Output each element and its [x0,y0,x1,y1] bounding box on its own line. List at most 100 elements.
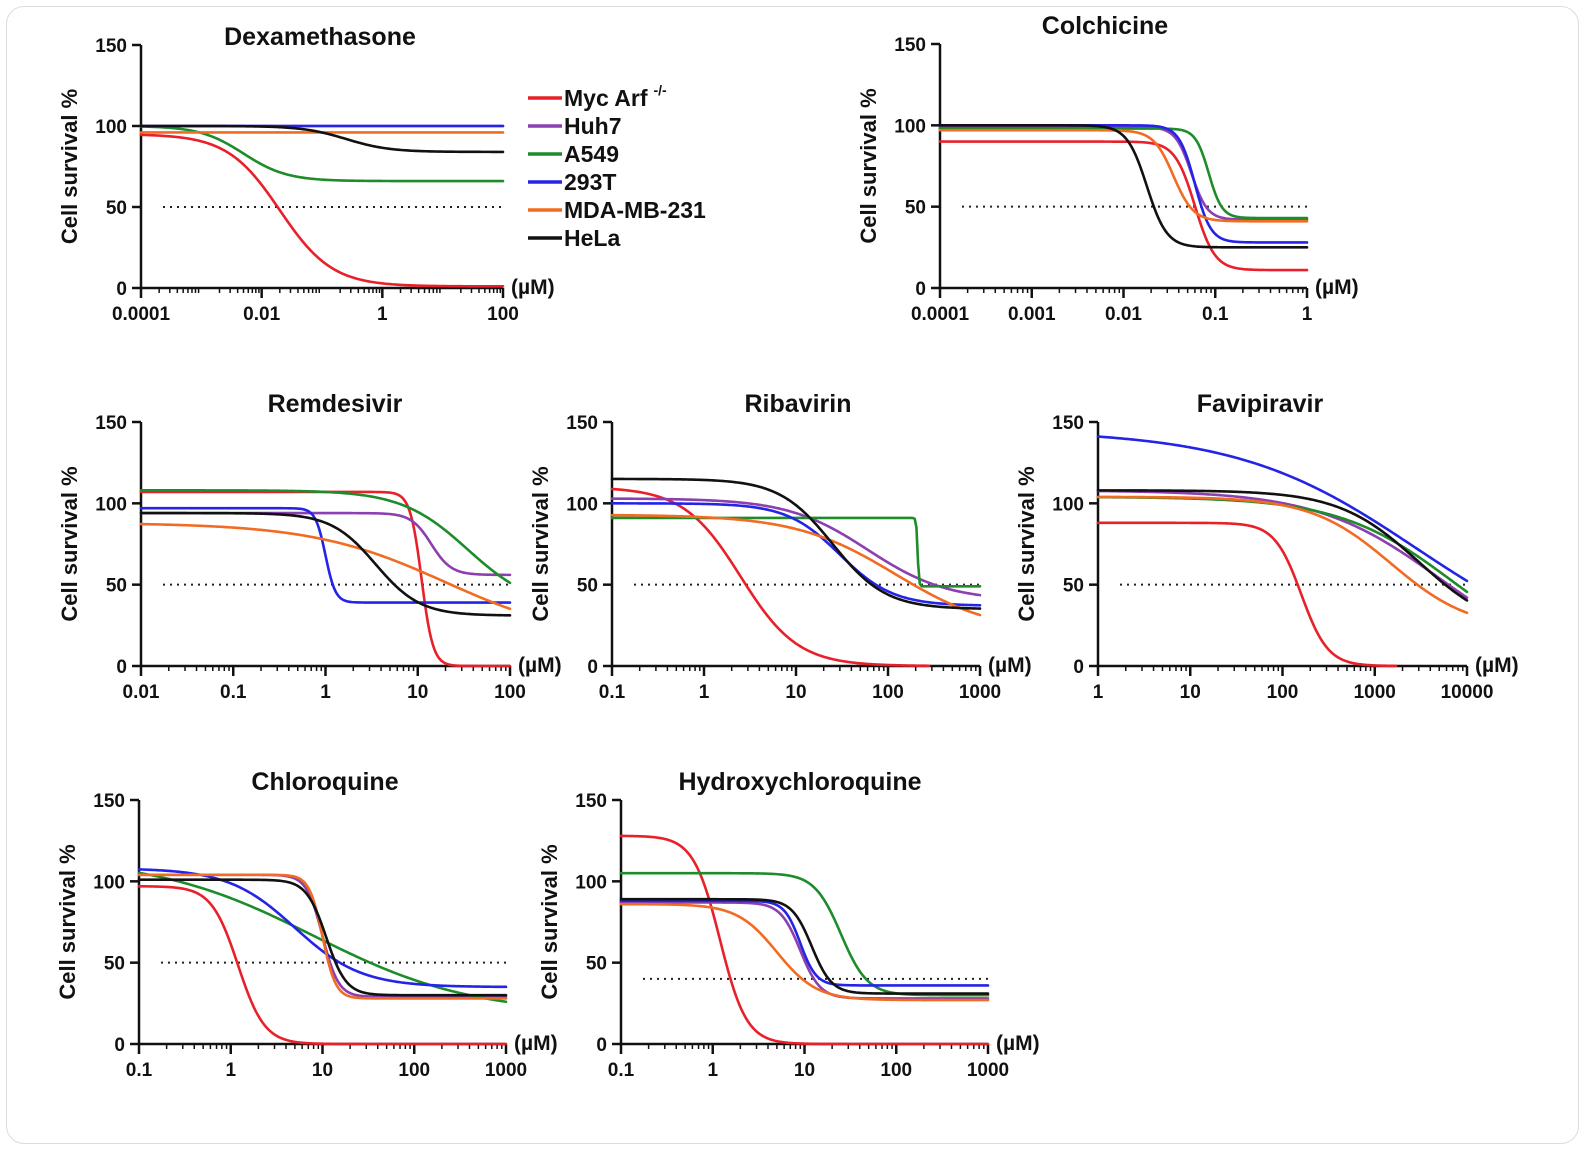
legend-label: 293T [564,169,616,195]
curve-a549 [139,489,512,585]
curve-huh7 [610,497,982,597]
x-tick-label: 100 [872,682,904,703]
y-tick-label: 0 [1073,657,1084,678]
x-tick-label: 0.01 [123,682,160,703]
x-tick-label: 10 [1180,682,1201,703]
x-unit-label: (µM) [1315,276,1359,299]
y-tick-label: 0 [116,279,127,300]
chart-ribavirin: Ribavirin 0 50 100 150 0.1 1 10 100 1000 (µM) Cell … [528,390,1032,703]
x-tick-label: 0.1 [608,1060,635,1081]
legend-item-hela: HeLa [528,225,620,251]
y-tick-label: 150 [566,413,598,434]
x-tick-label: 10 [407,682,428,703]
chart-title: Ribavirin [745,390,852,418]
x-tick-label: 100 [494,682,526,703]
curve-mda-mb-231 [137,873,508,1000]
x-tick-label: 0.01 [1105,304,1142,325]
curve-293t [610,502,982,607]
y-tick-label: 100 [93,872,125,893]
legend-label: HeLa [564,225,620,251]
curve-a549 [619,871,990,997]
chart-remdesivir: Remdesivir 0 50 100 150 0.01 0.1 1 10 100 (µM) Cell… [57,390,562,703]
x-tick-label: 0.001 [1008,304,1056,325]
y-tick-label: 0 [587,657,598,678]
legend-item-mda-mb-231: MDA-MB-231 [528,197,706,223]
x-tick-label: 1000 [959,682,1001,703]
y-tick-label: 0 [915,279,926,300]
x-tick-label: 1 [699,682,710,703]
curve-293t [1096,435,1469,583]
x-tick-label: 1 [225,1060,236,1081]
curve-myc-arf [139,133,505,288]
x-tick-label: 0.1 [1202,304,1229,325]
curve-hela [137,878,508,997]
chart-title: Dexamethasone [224,23,416,51]
y-axis-title: Cell survival % [55,844,80,999]
y-tick-label: 0 [114,1035,125,1056]
x-tick-label: 100 [398,1060,430,1081]
x-tick-label: 100 [880,1060,912,1081]
x-tick-label: 1000 [485,1060,527,1081]
legend-label: MDA-MB-231 [564,197,706,223]
x-tick-label: 0.0001 [911,304,970,325]
curve-myc-arf [938,140,1309,272]
chart-title: Remdesivir [268,390,403,418]
x-tick-label: 1 [1093,682,1104,703]
y-tick-label: 50 [106,198,127,219]
y-axis-title: Cell survival % [537,844,562,999]
y-axis-title: Cell survival % [528,466,553,621]
x-unit-label: (µM) [996,1032,1040,1055]
legend-superscript: -/- [654,82,668,98]
curve-hela [619,897,990,995]
y-axis-title: Cell survival % [856,88,881,243]
x-tick-label: 0.0001 [112,304,171,325]
y-tick-label: 100 [95,494,127,515]
y-axis-title: Cell survival % [57,89,82,244]
chart-chloroquine: Chloroquine 0 50 100 150 0.1 1 10 100 1000 (µM) Cel… [55,768,558,1081]
y-tick-label: 50 [106,576,127,597]
curve-a549 [610,516,982,588]
curve-293t [139,506,512,604]
x-tick-label: 100 [1267,682,1299,703]
legend-label: Huh7 [564,113,622,139]
x-unit-label: (µM) [511,276,555,299]
curve-hela [610,477,982,610]
chart-title: Chloroquine [251,768,398,796]
curve-huh7 [1096,489,1469,599]
y-tick-label: 50 [104,954,125,975]
curve-mda-mb-231 [139,522,512,611]
x-unit-label: (µM) [1475,654,1519,677]
y-tick-label: 150 [95,413,127,434]
curve-hela [938,124,1309,249]
curve-myc-arf [1096,521,1398,668]
curve-mda-mb-231 [1096,495,1469,615]
x-tick-label: 10 [312,1060,333,1081]
y-tick-label: 150 [1052,413,1084,434]
x-tick-label: 1 [377,304,388,325]
y-tick-label: 50 [586,954,607,975]
curve-mda-mb-231 [610,513,982,617]
x-tick-label: 0.1 [220,682,247,703]
y-tick-label: 100 [1052,494,1084,515]
chart-hydroxychloroquine: Hydroxychloroquine 0 50 100 150 0.1 1 10 100 1000… [537,768,1040,1081]
chart-title: Hydroxychloroquine [678,768,921,796]
x-unit-label: (µM) [518,654,562,677]
x-tick-label: 1 [320,682,331,703]
y-tick-label: 50 [1063,576,1084,597]
curve-myc-arf [619,834,990,1046]
curve-hela [139,511,512,617]
x-tick-label: 0.1 [599,682,626,703]
y-tick-label: 100 [566,494,598,515]
legend-item-293t: 293T [528,169,616,195]
legend-label: A549 [564,141,619,167]
curve-a549 [938,127,1309,220]
y-tick-label: 100 [575,872,607,893]
x-tick-label: 10 [785,682,806,703]
curve-hela [139,124,505,154]
x-tick-label: 10 [794,1060,815,1081]
y-axis-title: Cell survival % [1014,466,1039,621]
y-axis-title: Cell survival % [57,466,82,621]
y-tick-label: 0 [596,1035,607,1056]
